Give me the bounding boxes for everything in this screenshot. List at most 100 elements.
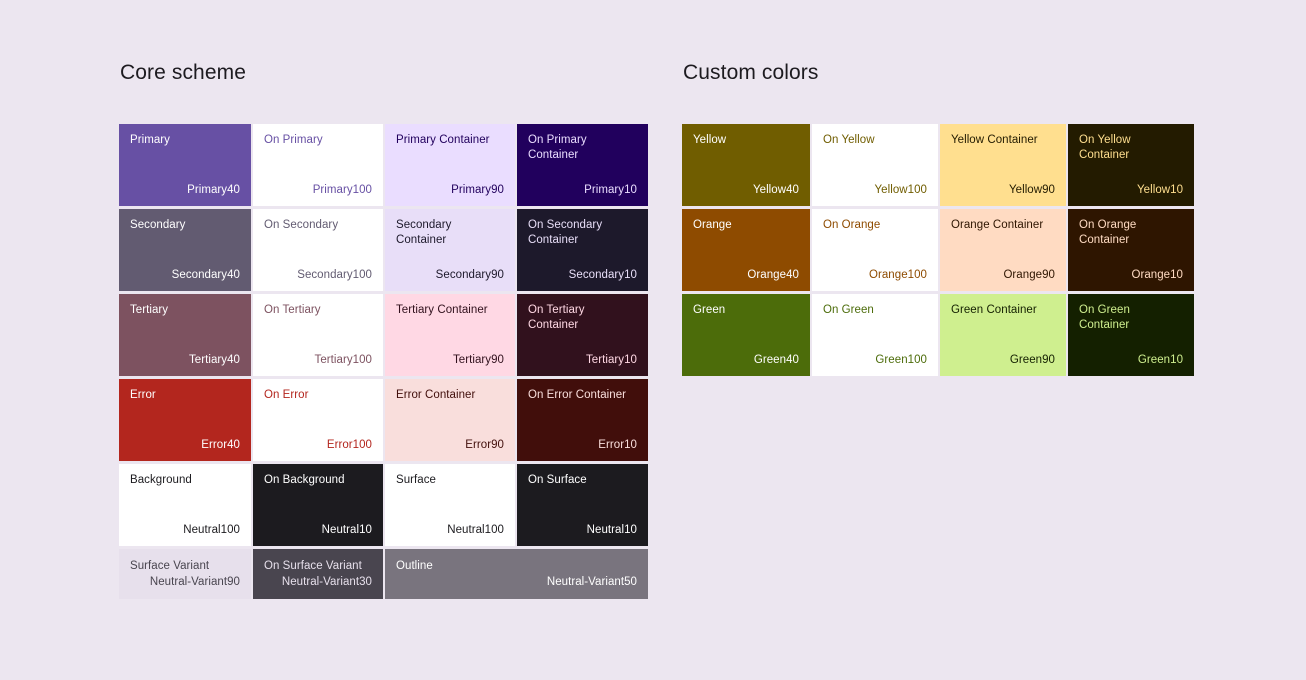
swatch-token-label: Yellow100 [874,184,927,196]
color-swatch[interactable]: On Surface Neutral10 [517,464,648,546]
color-swatch[interactable]: On Orange Orange100 [811,209,938,291]
color-swatch[interactable]: Primary Container Primary90 [385,124,515,206]
color-swatch[interactable]: Yellow Container Yellow90 [939,124,1066,206]
swatch-role-label: On Tertiary Container [528,304,585,331]
swatch-role-label: On Orange [822,219,881,231]
swatch-token-label: Tertiary100 [314,354,372,366]
swatch-row-surface-variant-outline: Surface Variant Neutral-Variant90 On Surfa… [119,549,654,599]
swatch-role-label: On Tertiary [264,304,321,316]
swatch-role-label: Orange Container [950,219,1044,231]
color-swatch[interactable]: On Error Container Error10 [517,379,648,461]
swatch-role-label: Secondary [130,219,186,231]
swatch-row-secondary: Secondary Secondary40 On Secondary Secondar… [119,209,654,291]
color-swatch[interactable]: Primary Primary40 [119,124,251,206]
swatch-token-label: Tertiary90 [453,354,504,366]
swatch-token-label: Yellow90 [1008,184,1055,196]
swatch-token-label: Neutral-Variant50 [546,576,637,588]
color-swatch[interactable]: Orange Orange40 [682,209,810,291]
swatch-token-label: Error40 [201,439,240,451]
color-swatch[interactable]: Orange Container Orange90 [939,209,1066,291]
swatch-token-label: Orange90 [1003,269,1055,281]
color-swatch[interactable]: On Background Neutral10 [253,464,383,546]
color-swatch[interactable]: Tertiary Tertiary40 [119,294,251,376]
swatch-token-label: Green40 [753,354,799,366]
swatch-role-label: Primary [130,134,170,146]
swatch-row-orange: Orange Orange40 On Orange Orange100 Orange C… [682,209,1195,291]
swatch-role-label: On Yellow Container [1079,134,1131,161]
color-swatch[interactable]: Background Neutral100 [119,464,251,546]
color-swatch[interactable]: Surface Neutral100 [385,464,515,546]
swatch-role-label: Surface Variant [130,560,210,572]
swatch-row-yellow: Yellow Yellow40 On Yellow Yellow100 Yellow C… [682,124,1195,206]
color-swatch[interactable]: On Primary Primary100 [253,124,383,206]
swatch-token-label: Primary40 [187,184,240,196]
swatch-row-primary: Primary Primary40 On Primary Primary100 Prim… [119,124,654,206]
color-swatch[interactable]: On Orange Container Orange10 [1068,209,1195,291]
swatch-role-label: On Surface [528,474,587,486]
swatch-token-label: Primary100 [312,184,372,196]
swatch-role-label: Background [130,474,192,486]
swatch-row-tertiary: Tertiary Tertiary40 On Tertiary Tertiary100… [119,294,654,376]
color-swatch[interactable]: Tertiary Container Tertiary90 [385,294,515,376]
color-swatch[interactable]: On Yellow Container Yellow10 [1068,124,1195,206]
swatch-role-label: Orange [693,219,732,231]
swatch-token-label: Green10 [1137,354,1184,366]
swatch-token-label: Orange100 [868,269,927,281]
core-scheme-title: Core scheme [120,61,246,84]
swatch-token-label: Neutral-Variant90 [149,576,240,588]
swatch-token-label: Orange10 [1131,269,1184,281]
swatch-role-label: Yellow [693,134,727,146]
swatch-role-label: Tertiary Container [396,304,488,316]
color-swatch[interactable]: On Primary Container Primary10 [517,124,648,206]
custom-colors-section: Custom colors Yellow Yellow40 On Yellow Yel… [682,60,1195,376]
swatch-role-label: Error [130,389,156,401]
swatch-token-label: Neutral-Variant30 [281,576,372,588]
swatch-role-label: On Orange Container [1079,219,1137,246]
swatch-token-label: Tertiary10 [586,354,637,366]
color-swatch[interactable]: Secondary Container Secondary90 [385,209,515,291]
swatch-row-green: Green Green40 On Green Green100 Green Contai… [682,294,1195,376]
color-swatch[interactable]: On Secondary Container Secondary10 [517,209,648,291]
color-swatch[interactable]: Secondary Secondary40 [119,209,251,291]
swatch-role-label: On Secondary [264,219,339,231]
color-swatch[interactable]: Error Container Error90 [385,379,515,461]
core-scheme-grid: Primary Primary40 On Primary Primary100 Prim… [119,124,654,599]
custom-colors-grid: Yellow Yellow40 On Yellow Yellow100 Yellow C… [682,124,1195,376]
color-swatch[interactable]: Green Green40 [682,294,810,376]
color-swatch[interactable]: On Yellow Yellow100 [811,124,938,206]
color-swatch[interactable]: On Green Container Green10 [1068,294,1195,376]
swatch-role-label: Yellow Container [950,134,1038,146]
swatch-role-label: Secondary Container [396,219,452,246]
swatch-token-label: Green90 [1009,354,1055,366]
swatch-token-label: Orange40 [747,269,799,281]
color-swatch[interactable]: On Surface Variant Neutral-Variant30 [253,549,383,599]
swatch-token-label: Secondary100 [297,269,372,281]
swatch-token-label: Error10 [598,439,637,451]
color-swatch[interactable]: On Green Green100 [811,294,938,376]
swatch-token-label: Tertiary40 [189,354,240,366]
swatch-token-label: Secondary90 [435,269,504,281]
swatch-role-label: On Green Container [1079,304,1130,331]
color-swatch[interactable]: Error Error40 [119,379,251,461]
swatch-role-label: On Error Container [528,389,627,401]
swatch-token-label: Error100 [326,439,372,451]
swatch-role-label: Tertiary [130,304,169,316]
swatch-token-label: Neutral100 [447,524,504,536]
swatch-token-label: Secondary10 [568,269,637,281]
color-swatch[interactable]: On Tertiary Container Tertiary10 [517,294,648,376]
swatch-token-label: Yellow40 [752,184,799,196]
swatch-role-label: Surface [396,474,436,486]
color-swatch[interactable]: Outline Neutral-Variant50 [385,549,648,599]
color-swatch[interactable]: Green Container Green90 [939,294,1066,376]
color-swatch[interactable]: Surface Variant Neutral-Variant90 [119,549,251,599]
swatch-token-label: Neutral10 [321,524,372,536]
swatch-role-label: Green Container [950,304,1037,316]
swatch-role-label: Error Container [396,389,476,401]
color-swatch[interactable]: Yellow Yellow40 [682,124,810,206]
color-swatch[interactable]: On Error Error100 [253,379,383,461]
swatch-token-label: Green100 [875,354,927,366]
color-swatch[interactable]: On Secondary Secondary100 [253,209,383,291]
swatch-role-label: On Green [822,304,874,316]
color-swatch[interactable]: On Tertiary Tertiary100 [253,294,383,376]
